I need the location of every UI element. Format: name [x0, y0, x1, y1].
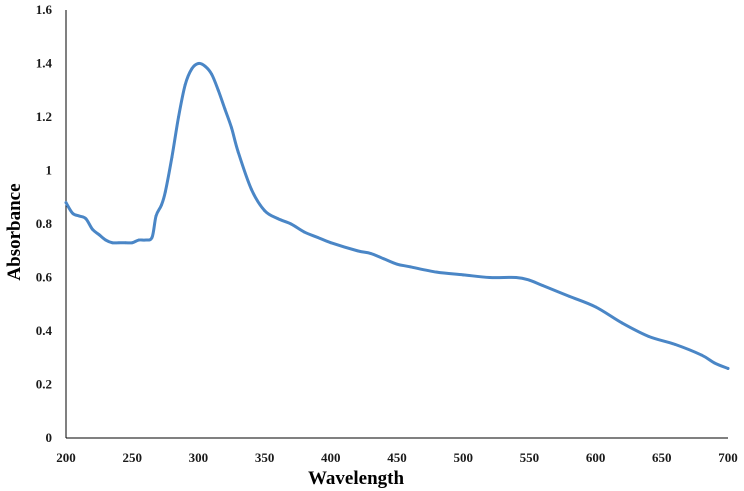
data-point [461, 273, 465, 277]
data-point [203, 64, 207, 68]
data-point [435, 270, 439, 274]
data-point [369, 252, 372, 255]
data-point [183, 83, 187, 87]
y-tick-label: 0.2 [36, 377, 52, 392]
data-point [700, 353, 703, 357]
data-point [110, 241, 114, 245]
data-point [216, 88, 220, 92]
data-point [144, 238, 147, 242]
data-point [382, 257, 386, 261]
data-point [177, 115, 180, 119]
y-tick-label: 1.6 [36, 2, 53, 17]
data-point [190, 67, 194, 71]
data-point [71, 211, 75, 215]
data-point [84, 217, 88, 221]
data-point [236, 150, 240, 154]
data-point [329, 241, 333, 245]
y-tick-labels: 0 0.2 0.4 0.6 0.8 1 1.2 1.4 1.6 [36, 2, 53, 445]
data-point [130, 241, 134, 245]
x-tick-label: 550 [520, 450, 540, 465]
absorbance-series-line [64, 61, 730, 370]
y-tick-label: 0.6 [36, 270, 53, 285]
data-point [154, 214, 158, 218]
data-point [163, 190, 167, 194]
x-axis-title: Wavelength [308, 468, 404, 489]
data-point [647, 334, 650, 338]
data-point [197, 62, 200, 65]
data-point [594, 305, 597, 309]
data-point [620, 321, 624, 325]
x-tick-label: 400 [321, 450, 341, 465]
x-tick-label: 250 [122, 450, 142, 465]
y-tick-label: 1.4 [36, 56, 53, 71]
data-point [355, 249, 359, 253]
data-point [673, 342, 677, 346]
data-point [223, 107, 227, 111]
x-tick-labels: 200 250 300 350 400 450 500 550 600 650 700 [56, 450, 738, 465]
axes [65, 10, 728, 439]
data-point [713, 361, 717, 365]
y-tick-label: 1 [46, 163, 53, 178]
data-point [514, 276, 518, 279]
data-point [395, 262, 399, 266]
data-point [137, 238, 141, 242]
data-point [726, 367, 730, 370]
x-tick-label: 500 [453, 450, 473, 465]
data-point [276, 217, 280, 221]
x-tick-label: 700 [718, 450, 738, 465]
y-tick-label: 1.2 [36, 109, 52, 124]
x-tick-label: 200 [56, 450, 76, 465]
data-point [91, 227, 94, 231]
data-point [249, 187, 253, 191]
data-point [230, 126, 233, 130]
data-point [97, 233, 101, 237]
x-tick-label: 650 [652, 450, 672, 465]
y-tick-label: 0.4 [36, 323, 53, 338]
x-tick-label: 450 [387, 450, 407, 465]
data-point [316, 235, 319, 239]
data-point [159, 203, 163, 207]
data-point [289, 222, 293, 226]
data-point [302, 230, 306, 234]
data-point [408, 265, 412, 269]
y-tick-label: 0.8 [36, 216, 53, 231]
data-point [104, 238, 108, 242]
data-point [263, 209, 266, 213]
data-point [528, 278, 531, 282]
data-point [150, 235, 154, 239]
x-tick-label: 600 [586, 450, 606, 465]
data-point [170, 155, 174, 159]
x-tick-label: 300 [189, 450, 209, 465]
data-point [64, 201, 68, 205]
data-point [210, 72, 214, 76]
data-point [567, 294, 571, 298]
data-point [541, 284, 545, 287]
series-layer [64, 61, 730, 370]
data-point [117, 241, 121, 245]
x-tick-label: 350 [255, 450, 275, 465]
data-point [124, 241, 127, 245]
data-point [488, 276, 492, 279]
y-axis-title: Absorbance [4, 183, 25, 280]
y-tick-label: 0 [46, 430, 53, 445]
data-point [77, 214, 81, 218]
